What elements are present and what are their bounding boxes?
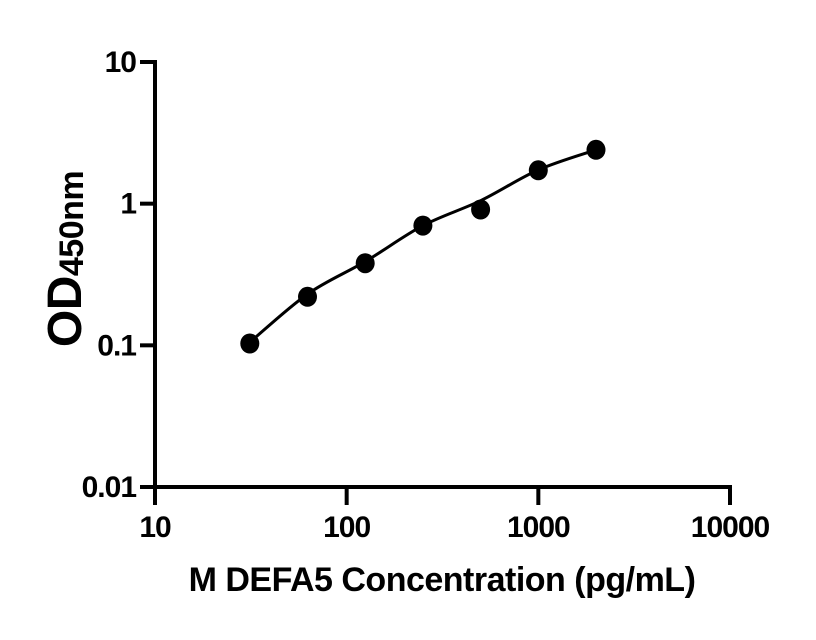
x-tick-label: 10000 [691, 511, 770, 544]
x-tick-label: 10 [139, 511, 171, 544]
data-point-marker [355, 253, 375, 274]
y-tick-label: 1 [120, 188, 136, 221]
y-tick-label: 10 [105, 46, 137, 79]
data-point-marker [586, 139, 606, 160]
data-point-marker [240, 333, 260, 354]
x-axis-title: M DEFA5 Concentration (pg/mL) [188, 561, 696, 599]
data-point-marker [528, 160, 548, 181]
y-axis-title-text: OD [39, 276, 92, 348]
x-tick-label: 1000 [507, 511, 570, 544]
x-tick-label: 100 [323, 511, 370, 544]
y-tick-label: 0.1 [97, 329, 136, 362]
data-point-marker [413, 215, 433, 236]
y-tick-label: 0.01 [82, 471, 137, 504]
y-axis-title: OD 450nm [38, 159, 92, 359]
fit-curve-line [248, 148, 598, 344]
data-point-marker [298, 286, 317, 307]
data-point-marker [471, 199, 491, 220]
y-axis-title-subscript: 450nm [53, 170, 91, 277]
